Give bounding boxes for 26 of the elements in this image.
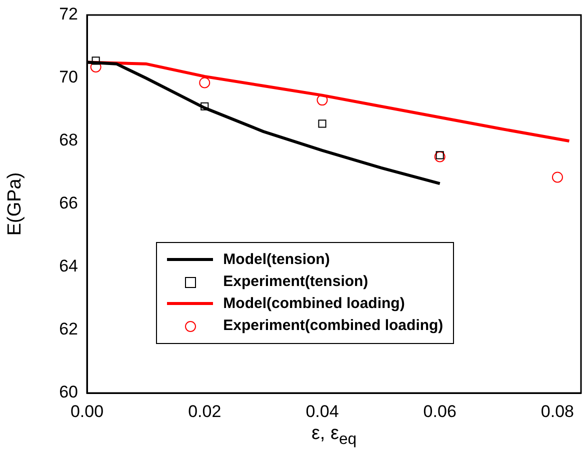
legend-label: Model(combined loading) — [223, 295, 405, 312]
x-tick-label: 0.02 — [188, 402, 222, 421]
point — [552, 172, 563, 183]
point — [318, 120, 326, 128]
point — [200, 102, 209, 110]
x-tick-label: 0.00 — [70, 402, 104, 421]
y-axis-title: E(GPa) — [4, 172, 26, 236]
point — [434, 151, 446, 162]
y-tick-label: 70 — [59, 68, 78, 87]
point — [92, 56, 100, 65]
y-tick-label: 62 — [59, 320, 78, 339]
point — [199, 77, 210, 88]
x-tick-label: 0.04 — [306, 402, 339, 421]
y-tick-label: 64 — [59, 256, 78, 276]
y-tick-label: 60 — [59, 382, 78, 402]
legend-label: Experiment(tension) — [223, 273, 368, 290]
point — [436, 151, 444, 160]
legend-label: Model(tension) — [223, 251, 330, 268]
y-tick-label: 68 — [59, 130, 78, 150]
x-tick-label: 0.08 — [540, 402, 574, 421]
y-tick-label: 66 — [59, 194, 78, 213]
y-tick-label: 72 — [59, 4, 78, 24]
x-tick-label: 0.06 — [423, 402, 456, 421]
legend-label: Experiment(combined loading) — [223, 317, 444, 334]
point — [316, 94, 328, 106]
x-axis-title: ε, ε$_{eq}$ — [311, 423, 357, 449]
